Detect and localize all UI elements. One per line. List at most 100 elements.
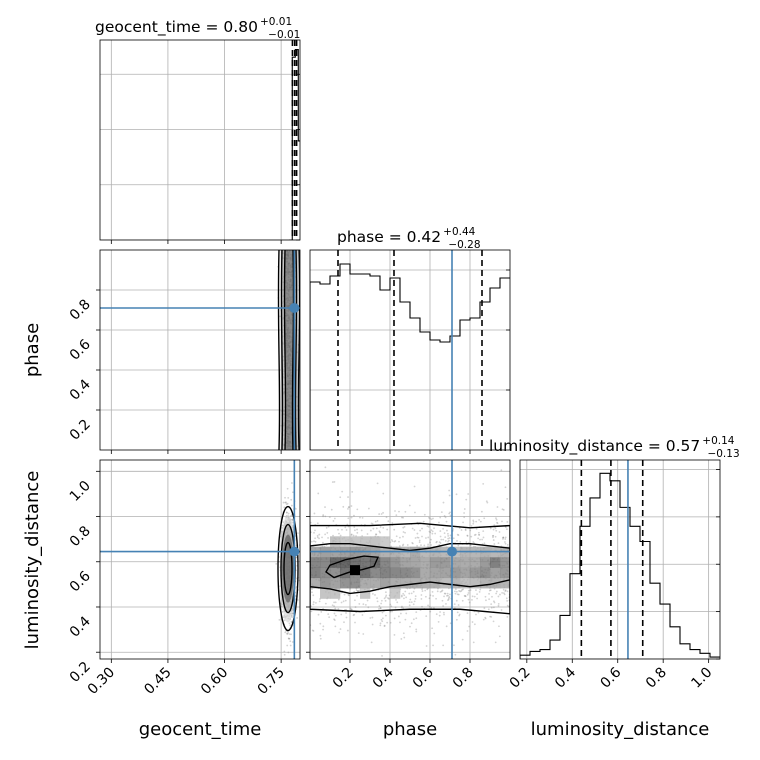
- sample-point: [375, 533, 377, 536]
- sample-point: [439, 542, 442, 544]
- sample-point: [315, 601, 317, 604]
- sample-point: [314, 529, 316, 532]
- sample-point: [425, 537, 427, 539]
- sample-point: [367, 606, 370, 609]
- density-cell: [460, 567, 471, 579]
- sample-point: [320, 611, 323, 613]
- sample-point: [456, 540, 458, 542]
- x-tick-label: 0.6: [410, 664, 437, 691]
- sample-point: [354, 621, 356, 624]
- sample-point: [473, 623, 476, 626]
- sample-point: [447, 532, 449, 535]
- sample-point: [393, 528, 396, 531]
- sample-point: [356, 508, 359, 511]
- sample-point: [440, 538, 443, 541]
- sample-point: [439, 516, 442, 519]
- sample-point: [447, 540, 449, 543]
- sample-point: [356, 590, 359, 592]
- sample-point: [414, 595, 417, 598]
- sample-point: [327, 613, 330, 615]
- hist-phase: [309, 249, 511, 454]
- sample-point: [327, 537, 329, 539]
- sample-point: [342, 600, 345, 603]
- sample-point: [314, 540, 317, 543]
- density-cell: [410, 567, 421, 579]
- y-tick-label: 0.6: [67, 568, 94, 595]
- sample-point: [324, 602, 327, 605]
- sample-point: [409, 625, 411, 628]
- sample-point: [334, 607, 337, 610]
- sample-point: [430, 538, 432, 541]
- sample-point: [484, 617, 487, 620]
- contour-line: [277, 505, 299, 632]
- sample-point: [333, 601, 335, 604]
- density-cell: [370, 536, 381, 547]
- sample-point: [461, 588, 463, 591]
- sample-point: [504, 541, 506, 543]
- sample-point: [379, 607, 382, 610]
- sample-point: [447, 597, 450, 600]
- xlabel-geocent-time: geocent_time: [139, 719, 262, 740]
- sample-point: [440, 590, 443, 593]
- sample-point: [449, 511, 452, 514]
- panel-geocent-time-phase-content: [100, 250, 300, 450]
- density-cell: [490, 567, 501, 579]
- sample-point: [439, 530, 442, 532]
- sample-point: [404, 531, 406, 534]
- sample-point: [411, 527, 414, 530]
- sample-point: [455, 599, 458, 602]
- panel-frame: [309, 459, 511, 660]
- sample-point: [285, 503, 288, 506]
- sample-point: [332, 534, 334, 537]
- sample-point: [404, 510, 407, 513]
- sample-point: [483, 607, 486, 610]
- sample-point: [504, 590, 507, 592]
- sample-point: [350, 534, 353, 536]
- sample-point: [477, 537, 480, 540]
- sample-point: [447, 537, 450, 540]
- sample-point: [466, 630, 469, 632]
- sample-point: [328, 616, 331, 619]
- sample-point: [444, 592, 447, 595]
- sample-point: [384, 614, 387, 617]
- sample-point: [384, 591, 387, 594]
- sample-point: [429, 610, 432, 613]
- density-cell: [310, 557, 321, 568]
- sample-point: [347, 508, 349, 510]
- x-tick-label: 1.0: [688, 665, 715, 692]
- sample-point: [324, 515, 327, 518]
- sample-point: [502, 536, 505, 539]
- sample-point: [442, 538, 445, 541]
- sample-point: [471, 598, 473, 601]
- sample-point: [371, 588, 374, 590]
- y-tick-label: 0.8: [67, 297, 94, 324]
- sample-point: [444, 536, 447, 539]
- sample-point: [378, 513, 381, 515]
- sample-point: [479, 538, 481, 541]
- sample-point: [471, 621, 474, 623]
- sample-point: [432, 644, 434, 647]
- density-cell: [330, 557, 341, 568]
- sample-point: [463, 594, 466, 597]
- sample-point: [478, 533, 480, 536]
- density-cell: [480, 577, 491, 589]
- sample-point: [391, 522, 394, 524]
- sample-point: [290, 498, 293, 501]
- sample-point: [382, 526, 385, 529]
- sample-point: [435, 541, 438, 544]
- sample-point: [289, 624, 292, 627]
- sample-point: [466, 612, 469, 615]
- density-cell: [480, 557, 491, 568]
- sample-point: [374, 520, 377, 523]
- sample-point: [460, 590, 463, 592]
- sample-point: [457, 604, 460, 606]
- y-tick-label: 0.6: [67, 336, 94, 363]
- sample-point: [378, 605, 381, 607]
- sample-point: [337, 608, 340, 610]
- sample-point: [316, 534, 319, 537]
- sample-point: [380, 599, 383, 602]
- sample-point: [350, 608, 353, 611]
- sample-point: [380, 618, 383, 621]
- density-cell: [390, 567, 401, 579]
- sample-point: [470, 535, 473, 538]
